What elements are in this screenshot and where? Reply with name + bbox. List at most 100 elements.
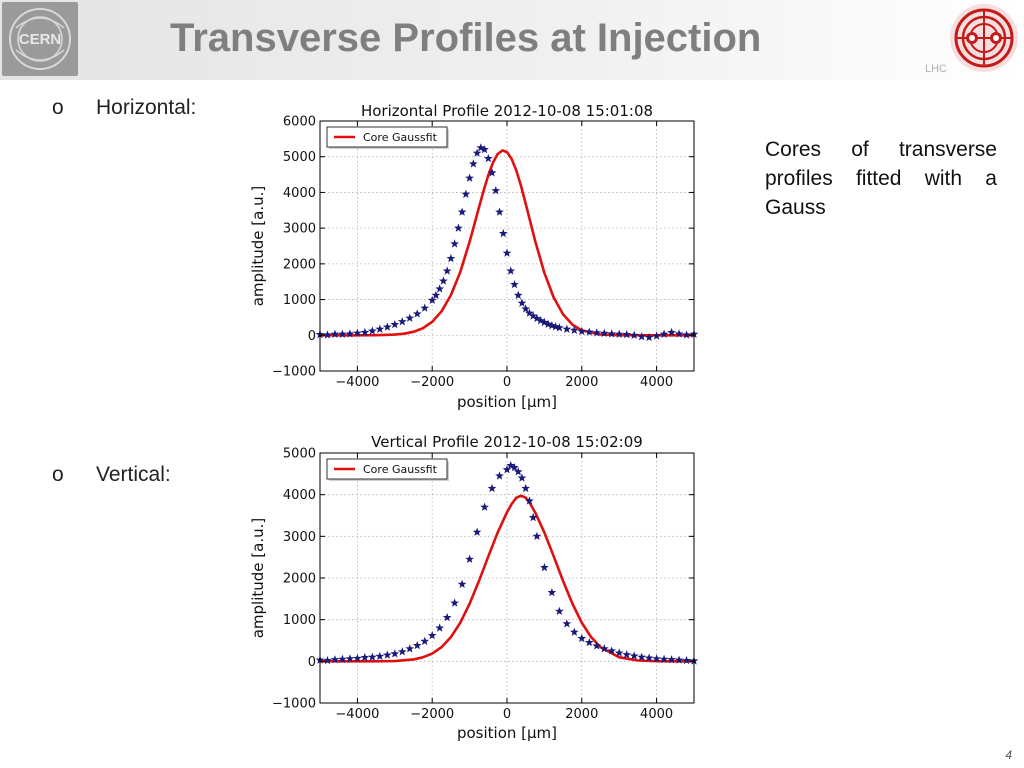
data-point	[502, 465, 512, 474]
data-point	[622, 650, 632, 659]
data-point	[487, 168, 497, 177]
data-point	[397, 647, 407, 656]
x-tick-label: 0	[503, 707, 511, 722]
data-point	[345, 654, 355, 663]
data-point	[528, 311, 538, 320]
data-point	[472, 148, 482, 157]
y-tick-label: 2000	[283, 572, 316, 587]
data-point	[461, 189, 471, 198]
data-point	[652, 331, 661, 340]
data-point	[682, 655, 691, 665]
data-point	[390, 319, 400, 329]
data-point	[442, 266, 452, 275]
x-tick-label: 2000	[565, 707, 598, 722]
data-point	[637, 652, 647, 661]
data-point	[454, 223, 463, 232]
data-point	[382, 650, 392, 659]
data-point	[367, 326, 377, 335]
data-point	[521, 483, 531, 493]
data-point	[674, 329, 684, 338]
y-tick-label: 6000	[283, 115, 316, 130]
y-axis-label: amplitude [a.u.]	[249, 518, 267, 639]
x-axis-label: position [μm]	[457, 724, 557, 742]
x-tick-label: −2000	[410, 375, 454, 390]
data-point	[513, 290, 523, 300]
data-point	[330, 655, 340, 664]
y-axis-label: amplitude [a.u.]	[249, 186, 267, 307]
y-tick-label: −1000	[272, 365, 316, 380]
data-point	[521, 304, 531, 313]
data-point	[607, 646, 617, 655]
data-point	[547, 587, 557, 597]
x-tick-label: 4000	[640, 707, 673, 722]
data-point	[431, 290, 441, 300]
data-point	[323, 330, 332, 339]
y-tick-label: 4000	[283, 186, 316, 201]
data-point	[513, 467, 523, 476]
legend-box	[326, 458, 448, 480]
data-point	[562, 619, 572, 628]
data-point	[607, 329, 617, 338]
data-point	[637, 332, 647, 341]
data-point	[599, 328, 609, 338]
data-point	[375, 651, 385, 661]
data-point	[622, 329, 632, 339]
data-point	[353, 328, 362, 337]
data-point	[536, 316, 546, 325]
data-point	[446, 253, 456, 263]
data-point	[495, 471, 504, 480]
bullet-marker: o	[52, 96, 64, 119]
data-point	[528, 512, 538, 522]
data-point	[682, 330, 691, 339]
legend-entry: Core Gaussfit	[363, 463, 438, 476]
data-point	[667, 655, 676, 664]
y-tick-label: 5000	[283, 447, 316, 462]
cern-logo: CERN	[2, 2, 78, 76]
lhc-logo	[942, 0, 1022, 80]
data-point	[483, 153, 493, 163]
data-point	[435, 623, 445, 632]
data-point	[517, 298, 527, 307]
data-point	[599, 644, 609, 653]
legend-entry: Core Gaussfit	[363, 131, 438, 144]
data-point	[405, 644, 415, 653]
data-point	[435, 284, 445, 293]
data-point	[569, 325, 579, 335]
data-point	[569, 627, 579, 636]
bullet-horizontal: o Horizontal:	[52, 96, 196, 120]
data-point	[390, 649, 400, 658]
data-point	[517, 473, 527, 482]
data-point	[450, 239, 460, 248]
bullet-vertical: o Vertical:	[52, 463, 171, 487]
data-point	[532, 313, 542, 323]
data-point	[629, 330, 639, 340]
data-point	[382, 322, 392, 331]
data-point	[551, 322, 560, 331]
data-point	[457, 207, 467, 216]
data-point	[480, 144, 489, 154]
data-point	[491, 186, 501, 195]
data-point	[584, 327, 594, 336]
data-point	[644, 653, 654, 662]
gaussfit-line	[320, 494, 694, 663]
y-tick-label: −1000	[272, 697, 316, 712]
data-point	[506, 266, 516, 275]
data-point	[554, 323, 564, 332]
data-point	[375, 324, 385, 333]
data-point	[592, 641, 602, 650]
data-point	[506, 460, 516, 470]
data-point	[543, 319, 553, 328]
bullet-text: Horizontal:	[96, 96, 197, 119]
data-point	[405, 313, 415, 322]
data-point	[476, 143, 486, 152]
data-point	[510, 462, 519, 472]
x-tick-label: −4000	[335, 375, 379, 390]
data-point	[502, 248, 512, 257]
x-tick-label: 0	[503, 375, 511, 390]
data-point	[487, 483, 497, 493]
x-tick-label: 2000	[565, 375, 598, 390]
data-point	[540, 562, 549, 572]
y-tick-label: 0	[308, 655, 316, 670]
